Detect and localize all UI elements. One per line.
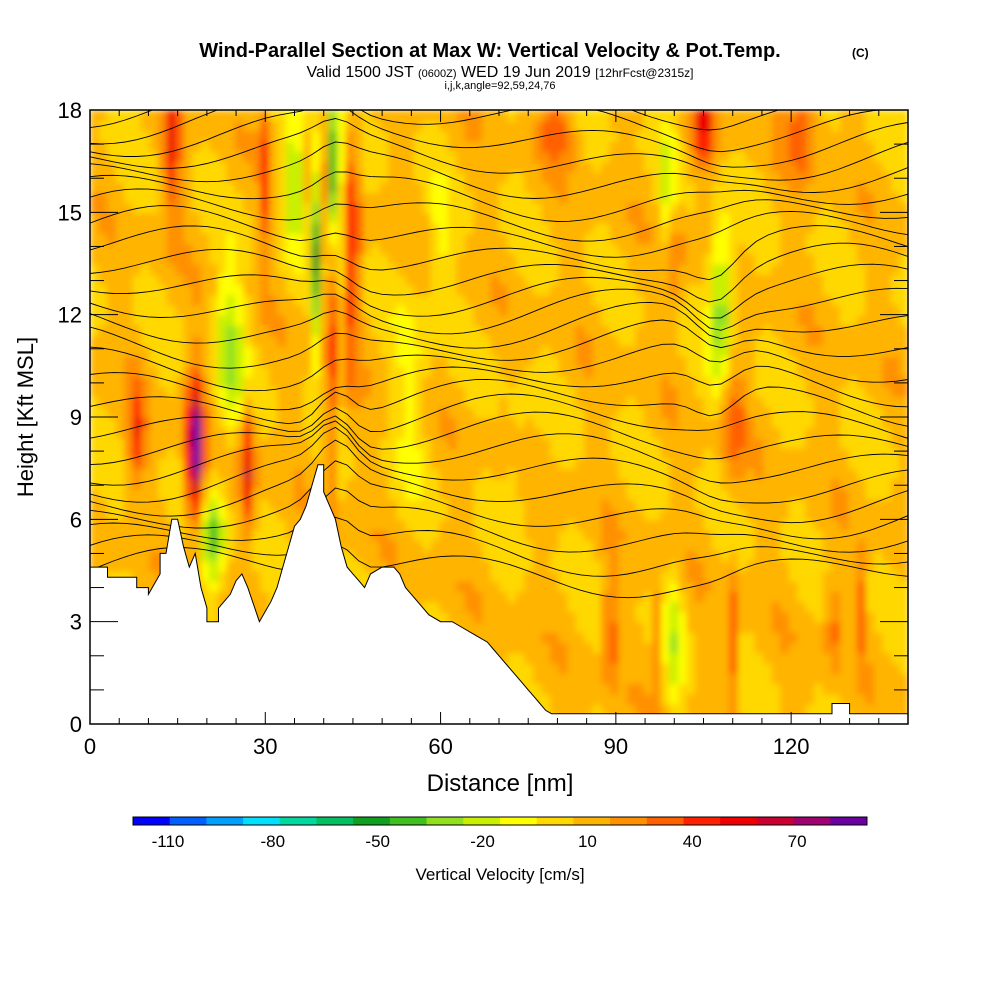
y-tick-label: 15	[58, 200, 82, 225]
theta-contour	[90, 426, 908, 504]
theta-contour	[90, 378, 908, 427]
colorbar-swatch	[206, 817, 244, 825]
colorbar-tick-label: -80	[261, 832, 286, 851]
colorbar-swatch	[316, 817, 354, 825]
theta-contour	[90, 110, 781, 131]
y-tick-label: 0	[70, 712, 82, 737]
subtitle-fcst: [12hrFcst@2315z]	[595, 66, 693, 80]
colorbar-swatch	[243, 817, 281, 825]
theta-contour	[90, 205, 908, 258]
x-tick-label: 120	[773, 734, 810, 759]
colorbar-tick-label: 40	[683, 832, 702, 851]
colorbar-tick-label: 70	[788, 832, 807, 851]
colorbar-swatch	[389, 817, 428, 825]
chart-params: i,j,k,angle=92,59,24,76	[444, 80, 555, 92]
colorbar-tick-label: -110	[152, 832, 185, 851]
theta-contour	[90, 225, 908, 281]
theta-contour	[90, 110, 908, 168]
x-tick-label: 30	[253, 734, 277, 759]
potential-temperature-contours	[90, 110, 908, 599]
y-tick-label: 3	[70, 610, 82, 635]
theta-contour	[90, 365, 908, 411]
colorbar-swatch	[610, 817, 648, 825]
colorbar-swatch	[573, 817, 611, 825]
theta-contour	[90, 439, 908, 524]
colorbar-tick-label: 10	[578, 832, 597, 851]
theta-contour	[90, 420, 908, 486]
subtitle-date: WED 19 Jun 2019	[461, 64, 591, 81]
colorbar-swatch	[683, 817, 721, 825]
colorbar-swatch	[536, 817, 574, 825]
x-axis-label: Distance [nm]	[427, 770, 574, 797]
x-tick-label: 90	[604, 734, 628, 759]
theta-contour	[90, 516, 908, 577]
theta-contour	[90, 188, 908, 242]
chart-title-unit: (C)	[852, 46, 869, 60]
theta-contour	[90, 118, 908, 181]
colorbar-swatch	[133, 817, 171, 825]
colorbar-swatch	[353, 817, 391, 825]
colorbar-swatch	[500, 817, 538, 825]
y-axis-label: Height [Kft MSL]	[13, 337, 38, 497]
chart-title: Wind-Parallel Section at Max W: Vertical…	[199, 40, 780, 62]
colorbar-swatch	[463, 817, 501, 825]
colorbar-tick-label: -50	[365, 832, 390, 851]
colorbar-tick-label: -20	[470, 832, 495, 851]
theta-contour	[90, 242, 908, 303]
colorbar-swatch	[793, 817, 831, 825]
y-axis: 0 3 6 9 12 15 18	[58, 98, 908, 737]
theta-contour	[90, 487, 908, 553]
x-tick-label: 60	[428, 734, 452, 759]
colorbar-swatch	[720, 817, 758, 825]
terrain	[90, 464, 908, 724]
x-axis: 0 30 60 90 120	[84, 110, 909, 759]
theta-contour	[90, 171, 908, 222]
theta-contour	[90, 263, 908, 319]
subtitle-valid: Valid 1500 JST	[306, 64, 414, 81]
colorbar-swatch	[279, 817, 317, 825]
theta-contour	[90, 301, 908, 349]
y-tick-label: 6	[70, 507, 82, 532]
colorbar: -110 -80 -50 -20 10 40 70	[132, 816, 868, 851]
y-tick-label: 18	[58, 98, 82, 123]
theta-contour	[90, 287, 908, 335]
x-tick-label: 0	[84, 734, 96, 759]
theta-contour	[90, 141, 908, 199]
y-tick-label: 9	[70, 405, 82, 430]
theta-contour	[90, 319, 908, 369]
colorbar-swatch	[830, 817, 868, 825]
colorbar-swatch	[169, 817, 207, 825]
chart-subtitle: Valid 1500 JST (0600Z) WED 19 Jun 2019 […	[306, 64, 693, 81]
colorbar-swatch	[756, 817, 795, 825]
colorbar-swatch	[646, 817, 684, 825]
subtitle-utc: (0600Z)	[418, 68, 457, 80]
colorbar-label: Vertical Velocity [cm/s]	[415, 865, 584, 884]
y-tick-label: 12	[58, 303, 82, 328]
theta-contour	[90, 460, 908, 540]
theta-contour	[90, 543, 908, 599]
theta-contour	[90, 411, 908, 466]
theta-contour	[90, 343, 908, 392]
colorbar-swatch	[426, 817, 464, 825]
theta-contour	[90, 393, 908, 439]
